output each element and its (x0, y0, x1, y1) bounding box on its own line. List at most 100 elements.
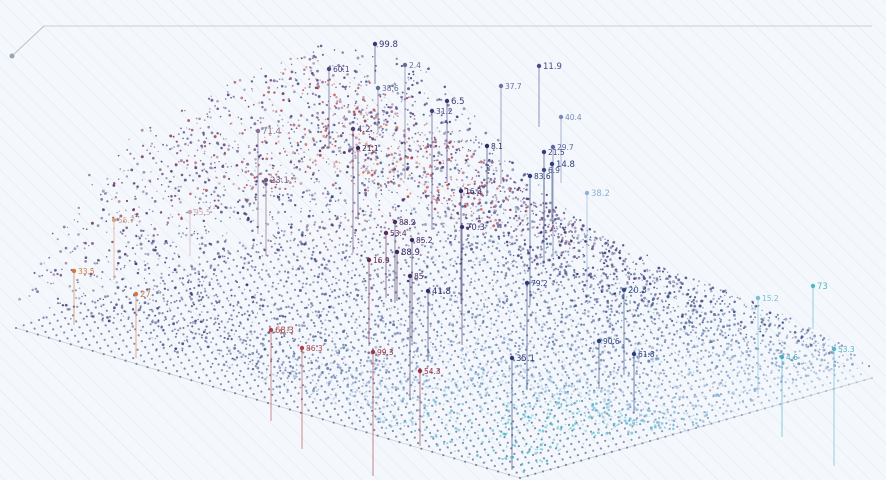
cloud-point (603, 388, 607, 392)
cloud-point (382, 420, 385, 424)
cloud-point (666, 326, 669, 329)
cloud-point (434, 433, 438, 437)
cloud-point (476, 235, 479, 238)
cloud-point (357, 127, 361, 131)
grid-point (216, 279, 219, 282)
cloud-point (475, 217, 478, 220)
grid-point (693, 345, 696, 348)
cloud-point (603, 398, 607, 401)
cloud-point (249, 353, 252, 356)
cloud-point (433, 159, 435, 162)
grid-point (615, 334, 619, 337)
cloud-point (178, 161, 180, 163)
grid-point (474, 272, 477, 275)
grid-point (370, 362, 373, 365)
cloud-point (236, 149, 239, 153)
grid-point (589, 430, 593, 433)
cloud-point (218, 255, 221, 259)
cloud-point (264, 136, 266, 139)
cloud-point (268, 214, 271, 216)
cloud-point (521, 327, 524, 330)
grid-point (505, 312, 508, 315)
grid-point (331, 340, 334, 343)
cloud-point (578, 392, 581, 394)
grid-point (707, 355, 711, 358)
cloud-point (242, 190, 245, 193)
grid-point (366, 204, 370, 208)
cloud-point (350, 315, 353, 318)
cloud-point (78, 297, 81, 300)
grid-point (465, 339, 469, 342)
grid-point (771, 357, 774, 360)
cloud-point (188, 279, 190, 282)
grid-point (749, 350, 752, 353)
cloud-point (365, 80, 368, 83)
cloud-point (411, 423, 414, 426)
cloud-point (236, 304, 239, 306)
grid-point (568, 313, 571, 317)
cloud-point (252, 103, 255, 106)
cloud-point (332, 150, 336, 154)
grid-point (382, 302, 385, 305)
grid-point (228, 366, 231, 369)
cloud-point (468, 418, 472, 422)
cloud-point (721, 334, 724, 337)
cloud-point (490, 361, 493, 364)
grid-point (787, 387, 791, 390)
grid-point (482, 269, 485, 272)
cloud-point (311, 114, 314, 117)
cloud-point (331, 131, 334, 134)
cloud-point (636, 307, 639, 310)
cloud-point (181, 349, 184, 352)
cloud-point (596, 410, 600, 414)
grid-point (592, 449, 595, 452)
grid-point (359, 406, 363, 409)
grid-point (605, 426, 608, 429)
grid-point (743, 372, 747, 375)
grid-point (532, 394, 536, 397)
grid-point (553, 460, 557, 463)
grid-point (206, 260, 209, 263)
cloud-point (632, 419, 636, 422)
grid-point (599, 304, 602, 307)
cloud-point (532, 395, 534, 398)
cloud-point (617, 423, 620, 426)
cloud-point (570, 384, 573, 388)
grid-point (217, 264, 220, 267)
grid-point (631, 378, 634, 381)
grid-point (635, 370, 638, 373)
cloud-point (344, 88, 347, 90)
cloud-point (362, 171, 365, 174)
cloud-point (325, 134, 328, 137)
grid-point (187, 310, 190, 313)
cloud-point (669, 354, 671, 357)
cloud-point (660, 395, 664, 399)
grid-point (240, 355, 243, 358)
grid-point (594, 312, 598, 315)
cloud-point (354, 234, 356, 237)
grid-point (340, 372, 343, 375)
cloud-point (162, 143, 164, 146)
cloud-point (367, 296, 369, 298)
grid-point (436, 382, 439, 385)
grid-point (500, 271, 503, 274)
cloud-point (313, 181, 316, 184)
cloud-point (267, 86, 271, 90)
cloud-point (343, 256, 347, 260)
cloud-point (222, 143, 226, 147)
grid-point (363, 250, 366, 253)
cloud-point (378, 420, 382, 424)
grid-point (564, 322, 567, 325)
cloud-point (83, 247, 86, 250)
cloud-point (752, 319, 755, 321)
grid-point (348, 355, 351, 358)
grid-point (488, 440, 491, 443)
cloud-point (100, 216, 104, 220)
grid-point (183, 268, 186, 271)
cloud-point (382, 113, 385, 116)
grid-point (175, 321, 178, 324)
grid-point (662, 305, 665, 309)
grid-point (177, 292, 181, 295)
grid-point (588, 444, 592, 447)
cloud-point (117, 178, 120, 180)
